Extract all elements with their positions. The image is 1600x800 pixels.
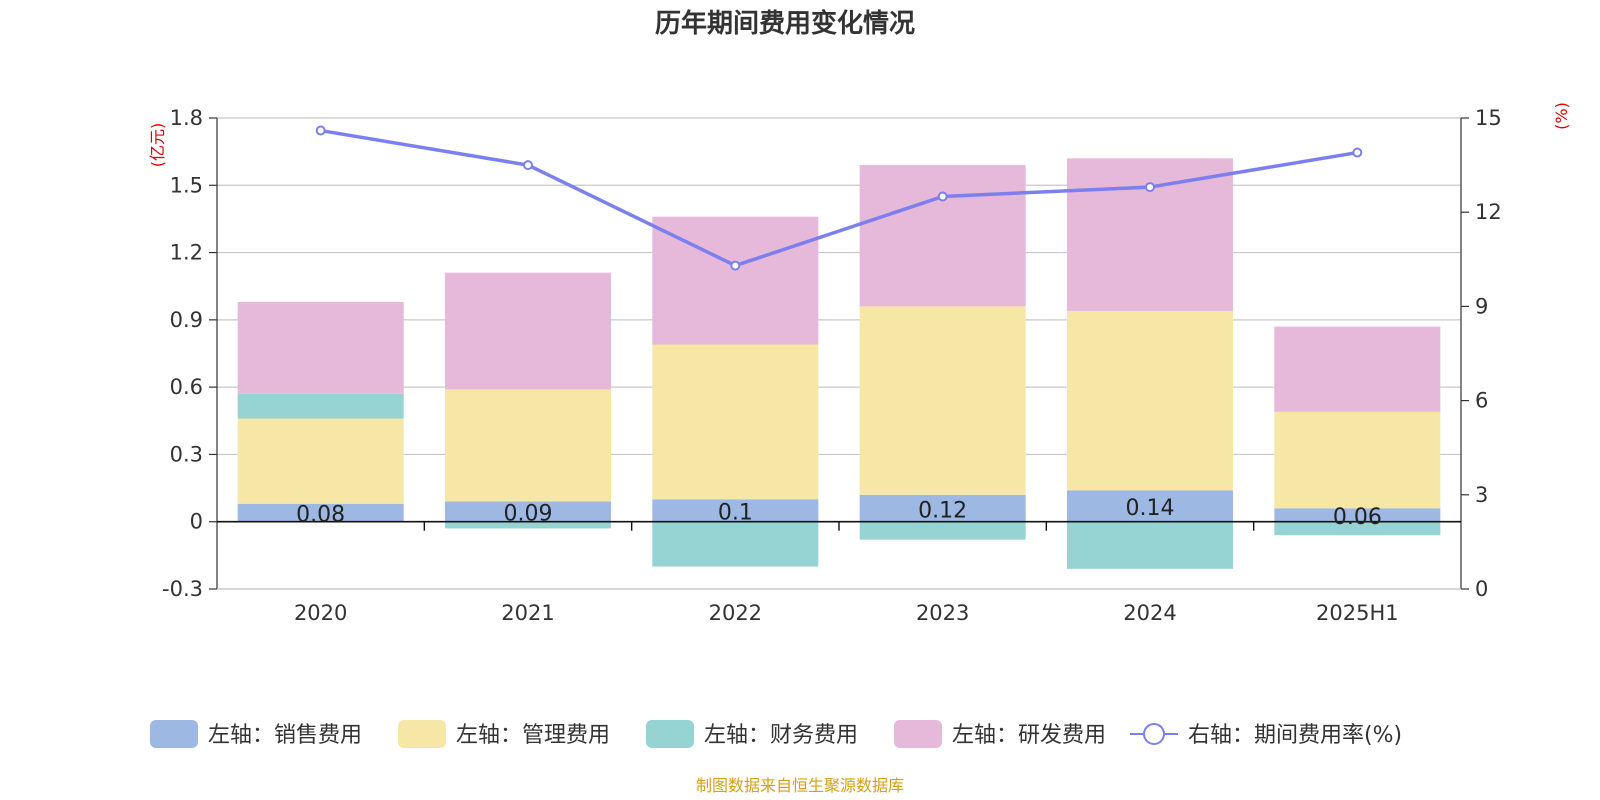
bar-data-label: 0.08 [296,503,345,528]
left-axis-tick-label: 0.9 [170,308,203,332]
left-axis-tick-label: 0.3 [170,442,203,466]
rate-point [1352,147,1363,158]
left-axis-tick-label: 1.2 [170,241,203,265]
bar-data-label: 0.12 [918,498,967,523]
bar-segment [859,521,1026,540]
left-axis-unit: (亿元) [148,123,167,168]
legend-swatch [150,720,198,748]
right-axis-tick-label: 9 [1475,294,1488,318]
legend-label: 左轴：销售费用 [208,723,362,748]
legend: 左轴：销售费用 左轴：管理费用 左轴：财务费用 左轴：研发费用 右轴：期间费用率(%) [150,720,1402,748]
bar-segment [237,393,404,419]
bar-segment [237,418,404,504]
left-axis-tick-label: 1.5 [170,173,203,197]
bar-segment [237,503,404,522]
bar-segment [445,272,611,390]
bar-segment [859,165,1026,307]
bar-segment [859,494,1026,522]
legend-swatch [646,720,694,748]
legend-swatch [894,720,942,748]
right-axis-tick-label: 12 [1475,200,1502,224]
rate-point [1145,182,1155,193]
bar-series [237,158,1441,569]
left-axis-tick-label: 0 [190,510,203,534]
rate-point [315,125,326,136]
bar-data-label: 0.14 [1126,496,1175,521]
left-axis-tick-label: 0.6 [170,375,203,399]
data-labels: 0.08 0.09 0.1 0.12 0.14 0.06 [296,496,1382,530]
bar-data-label: 0.1 [718,501,753,526]
bar-segment [1274,508,1441,522]
bar-segment [445,521,611,529]
bar-segment [1274,411,1441,509]
legend-swatch [398,720,446,748]
bar-segment [1274,521,1441,536]
chart-title: 历年期间费用变化情况 [655,8,915,39]
bar-segment [1067,521,1233,569]
right-axis-unit: (%) [1552,102,1571,130]
bar-segment [1067,310,1233,491]
bar-data-label: 0.09 [504,502,553,527]
bar-segment [1067,158,1233,311]
x-axis-tick-label: 2023 [916,601,969,625]
line-series [315,125,1363,271]
left-axis-tick-label: -0.3 [162,577,203,601]
bar-segment [859,306,1026,495]
legend-label: 左轴：管理费用 [456,723,610,748]
bar-segment [652,344,819,500]
legend-marker [1143,723,1165,745]
right-axis-tick-label: 15 [1475,106,1502,130]
right-axis-tick-label: 6 [1475,389,1488,413]
x-axis-tick-label: 2021 [501,601,554,625]
bar-segment [652,499,819,522]
rate-line [320,128,1358,268]
legend-label: 左轴：研发费用 [952,723,1106,748]
rate-point [523,160,533,171]
bar-segment [652,521,819,567]
right-axis-tick-label: 3 [1475,483,1488,507]
bar-segment [1274,326,1441,412]
rate-point [937,191,948,202]
bar-segment [1067,490,1233,522]
bar-segment [237,301,404,394]
rate-point [730,260,741,271]
right-axis-tick-label: 0 [1475,577,1488,601]
axes: 1.8 1.5 1.2 0.9 0.6 0.3 0 -0.3 15 12 9 6 3 0 2020 2021 2… [162,106,1502,625]
left-axis-tick-label: 1.8 [170,106,203,130]
source-note: 制图数据来自恒生聚源数据库 [696,776,904,795]
legend-label: 右轴：期间费用率(%) [1188,723,1402,748]
x-axis-tick-label: 2025H1 [1316,601,1399,625]
bar-segment [445,389,611,502]
bar-segment [445,501,611,522]
x-axis-tick-label: 2022 [709,601,762,625]
x-axis-tick-label: 2024 [1123,601,1176,625]
legend-label: 左轴：财务费用 [704,723,858,748]
x-axis-tick-label: 2020 [294,601,347,625]
bar-data-label: 0.06 [1333,505,1382,530]
